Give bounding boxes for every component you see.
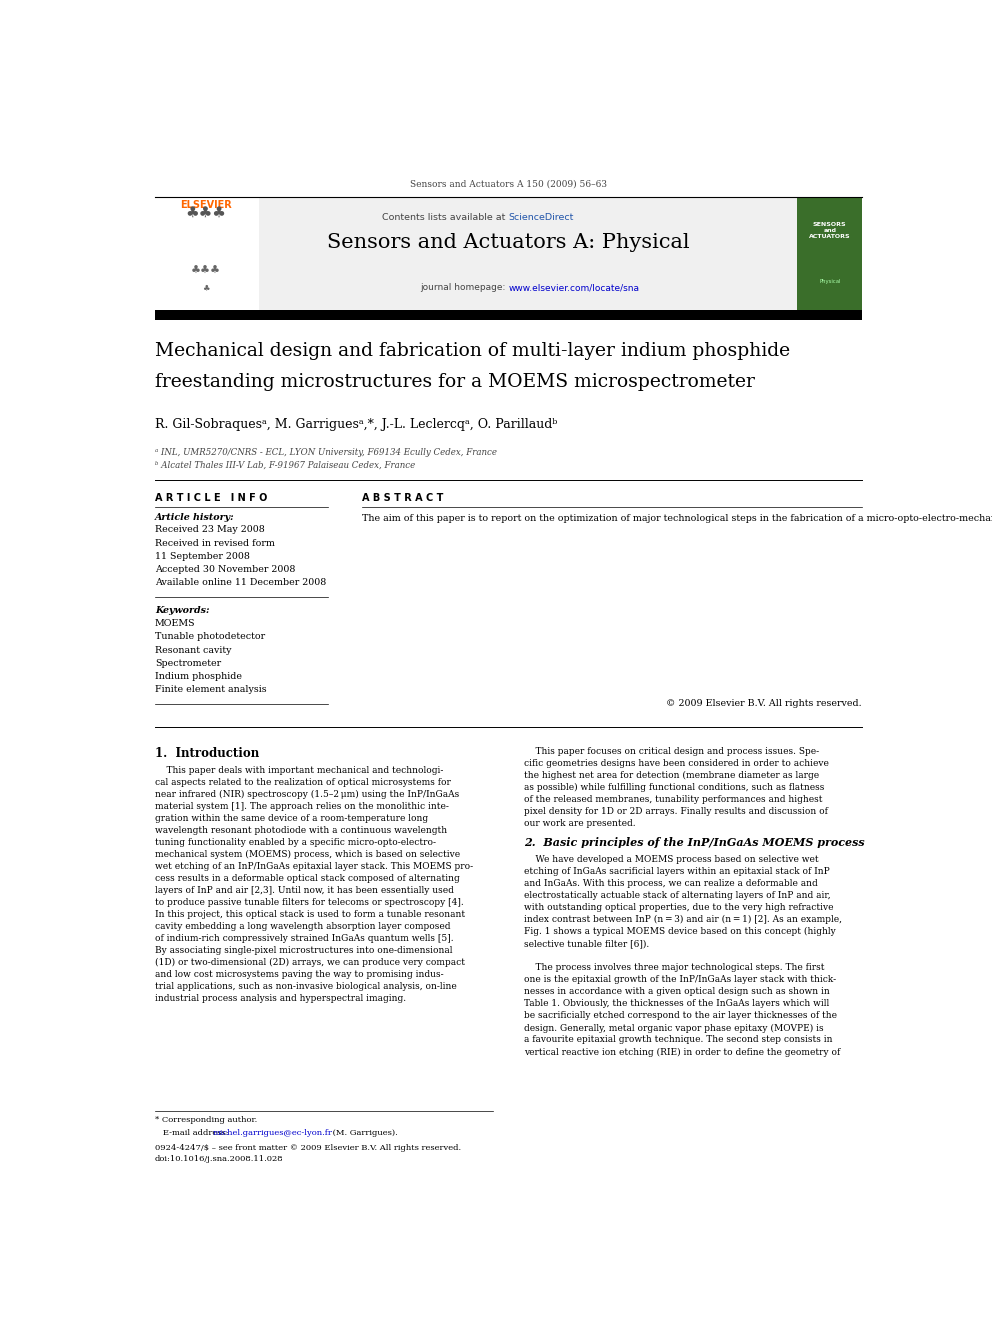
Text: Article history:: Article history: [155, 513, 234, 523]
Text: doi:10.1016/j.sna.2008.11.028: doi:10.1016/j.sna.2008.11.028 [155, 1155, 284, 1163]
Text: michel.garrigues@ec-lyon.fr: michel.garrigues@ec-lyon.fr [212, 1129, 332, 1136]
Text: Sensors and Actuators A 150 (2009) 56–63: Sensors and Actuators A 150 (2009) 56–63 [410, 179, 607, 188]
Text: cal aspects related to the realization of optical microsystems for: cal aspects related to the realization o… [155, 778, 450, 787]
Text: cess results in a deformable optical stack composed of alternating: cess results in a deformable optical sta… [155, 875, 459, 882]
Text: etching of InGaAs sacrificial layers within an epitaxial stack of InP: etching of InGaAs sacrificial layers wit… [524, 867, 829, 876]
Text: mechanical system (MOEMS) process, which is based on selective: mechanical system (MOEMS) process, which… [155, 851, 460, 859]
Text: journal homepage:: journal homepage: [421, 283, 509, 292]
Text: wet etching of an InP/InGaAs epitaxial layer stack. This MOEMS pro-: wet etching of an InP/InGaAs epitaxial l… [155, 863, 473, 871]
Text: a favourite epitaxial growth technique. The second step consists in: a favourite epitaxial growth technique. … [524, 1036, 832, 1044]
Text: www.elsevier.com/locate/sna: www.elsevier.com/locate/sna [509, 283, 640, 292]
Text: and InGaAs. With this process, we can realize a deformable and: and InGaAs. With this process, we can re… [524, 880, 817, 888]
Text: A B S T R A C T: A B S T R A C T [362, 493, 443, 503]
Text: Resonant cavity: Resonant cavity [155, 646, 231, 655]
Text: 11 September 2008: 11 September 2008 [155, 552, 250, 561]
Text: Finite element analysis: Finite element analysis [155, 685, 267, 695]
Text: Keywords:: Keywords: [155, 606, 209, 615]
Bar [797, 198, 862, 310]
Text: Contents lists available at: Contents lists available at [382, 213, 509, 222]
Text: freestanding microstructures for a MOEMS microspectrometer: freestanding microstructures for a MOEMS… [155, 373, 755, 390]
Text: Table 1. Obviously, the thicknesses of the InGaAs layers which will: Table 1. Obviously, the thicknesses of t… [524, 999, 829, 1008]
Text: trial applications, such as non-invasive biological analysis, on-line: trial applications, such as non-invasive… [155, 982, 456, 991]
Text: SENSORS
and
ACTUATORS: SENSORS and ACTUATORS [808, 222, 850, 238]
Text: design. Generally, metal organic vapor phase epitaxy (MOVPE) is: design. Generally, metal organic vapor p… [524, 1024, 823, 1032]
Text: index contrast between InP (n = 3) and air (n = 1) [2]. As an example,: index contrast between InP (n = 3) and a… [524, 916, 842, 925]
Text: ᵇ Alcatel Thales III-V Lab, F-91967 Palaiseau Cedex, France: ᵇ Alcatel Thales III-V Lab, F-91967 Pala… [155, 460, 415, 470]
Text: In this project, this optical stack is used to form a tunable resonant: In this project, this optical stack is u… [155, 910, 465, 919]
Text: Available online 11 December 2008: Available online 11 December 2008 [155, 578, 326, 587]
Text: of indium-rich compressively strained InGaAs quantum wells [5].: of indium-rich compressively strained In… [155, 934, 453, 943]
Text: ScienceDirect: ScienceDirect [509, 213, 573, 222]
Text: * Corresponding author.: * Corresponding author. [155, 1117, 257, 1125]
Text: 2.  Basic principles of the InP/InGaAs MOEMS process: 2. Basic principles of the InP/InGaAs MO… [524, 837, 864, 848]
Text: Sensors and Actuators A: Physical: Sensors and Actuators A: Physical [327, 233, 689, 253]
Text: pixel density for 1D or 2D arrays. Finally results and discussion of: pixel density for 1D or 2D arrays. Final… [524, 807, 827, 816]
Text: ♣♣♣: ♣♣♣ [191, 266, 221, 275]
Bar [155, 198, 815, 310]
Text: industrial process analysis and hyperspectral imaging.: industrial process analysis and hyperspe… [155, 995, 406, 1003]
Text: layers of InP and air [2,3]. Until now, it has been essentially used: layers of InP and air [2,3]. Until now, … [155, 886, 453, 896]
Text: We have developed a MOEMS process based on selective wet: We have developed a MOEMS process based … [524, 855, 818, 864]
Text: 1.  Introduction: 1. Introduction [155, 746, 259, 759]
Text: nesses in accordance with a given optical design such as shown in: nesses in accordance with a given optica… [524, 987, 829, 996]
Text: Indium phosphide: Indium phosphide [155, 672, 242, 681]
Text: (1D) or two-dimensional (2D) arrays, we can produce very compact: (1D) or two-dimensional (2D) arrays, we … [155, 958, 464, 967]
Text: R. Gil-Sobraquesᵃ, M. Garriguesᵃ,*, J.-L. Leclercqᵃ, O. Parillaudᵇ: R. Gil-Sobraquesᵃ, M. Garriguesᵃ,*, J.-L… [155, 418, 558, 430]
Text: wavelength resonant photodiode with a continuous wavelength: wavelength resonant photodiode with a co… [155, 826, 446, 835]
Text: ELSEVIER: ELSEVIER [181, 200, 232, 209]
Text: with outstanding optical properties, due to the very high refractive: with outstanding optical properties, due… [524, 904, 833, 913]
Text: © 2009 Elsevier B.V. All rights reserved.: © 2009 Elsevier B.V. All rights reserved… [667, 699, 862, 708]
Text: ♣: ♣ [202, 283, 210, 292]
Text: the highest net area for detection (membrane diameter as large: the highest net area for detection (memb… [524, 770, 819, 779]
Text: selective tunable filter [6]).: selective tunable filter [6]). [524, 939, 649, 949]
Text: material system [1]. The approach relies on the monolithic inte-: material system [1]. The approach relies… [155, 802, 448, 811]
Text: gration within the same device of a room-temperature long: gration within the same device of a room… [155, 814, 428, 823]
Text: Accepted 30 November 2008: Accepted 30 November 2008 [155, 565, 296, 574]
Text: (M. Garrigues).: (M. Garrigues). [330, 1129, 398, 1136]
Text: to produce passive tunable filters for telecoms or spectroscopy [4].: to produce passive tunable filters for t… [155, 898, 463, 908]
Text: The process involves three major technological steps. The first: The process involves three major technol… [524, 963, 824, 972]
Text: be sacrificially etched correspond to the air layer thicknesses of the: be sacrificially etched correspond to th… [524, 1011, 837, 1020]
Text: our work are presented.: our work are presented. [524, 819, 636, 828]
Text: cific geometries designs have been considered in order to achieve: cific geometries designs have been consi… [524, 758, 828, 767]
Text: Received 23 May 2008: Received 23 May 2008 [155, 525, 265, 534]
Text: and low cost microsystems paving the way to promising indus-: and low cost microsystems paving the way… [155, 970, 443, 979]
Text: vertical reactive ion etching (RIE) in order to define the geometry of: vertical reactive ion etching (RIE) in o… [524, 1048, 840, 1057]
Text: cavity embedding a long wavelength absorption layer composed: cavity embedding a long wavelength absor… [155, 922, 450, 931]
Text: ᵃ INL, UMR5270/CNRS - ECL, LYON University, F69134 Ecully Cedex, France: ᵃ INL, UMR5270/CNRS - ECL, LYON Universi… [155, 448, 497, 456]
Text: By associating single-pixel microstructures into one-dimensional: By associating single-pixel microstructu… [155, 946, 452, 955]
Text: 0924-4247/$ – see front matter © 2009 Elsevier B.V. All rights reserved.: 0924-4247/$ – see front matter © 2009 El… [155, 1144, 461, 1152]
Text: of the released membranes, tunability performances and highest: of the released membranes, tunability pe… [524, 795, 822, 803]
Text: one is the epitaxial growth of the InP/InGaAs layer stack with thick-: one is the epitaxial growth of the InP/I… [524, 975, 836, 984]
Text: This paper focuses on critical design and process issues. Spe-: This paper focuses on critical design an… [524, 746, 819, 755]
Text: Physical: Physical [819, 279, 840, 284]
Text: Fig. 1 shows a typical MOEMS device based on this concept (highly: Fig. 1 shows a typical MOEMS device base… [524, 927, 835, 937]
Text: ♣♣♣: ♣♣♣ [186, 205, 227, 220]
Text: Tunable photodetector: Tunable photodetector [155, 632, 265, 642]
Text: Spectrometer: Spectrometer [155, 659, 221, 668]
Bar [155, 310, 862, 320]
Text: Received in revised form: Received in revised form [155, 538, 275, 548]
Text: as possible) while fulfilling functional conditions, such as flatness: as possible) while fulfilling functional… [524, 783, 824, 791]
Text: MOEMS: MOEMS [155, 619, 195, 628]
Text: Mechanical design and fabrication of multi-layer indium phosphide: Mechanical design and fabrication of mul… [155, 343, 790, 360]
Text: A R T I C L E   I N F O: A R T I C L E I N F O [155, 493, 267, 503]
Text: electrostatically actuable stack of alternating layers of InP and air,: electrostatically actuable stack of alte… [524, 892, 830, 900]
Bar [155, 198, 259, 310]
Text: E-mail address:: E-mail address: [155, 1129, 231, 1136]
Text: This paper deals with important mechanical and technologi-: This paper deals with important mechanic… [155, 766, 443, 775]
Text: tuning functionality enabled by a specific micro-opto-electro-: tuning functionality enabled by a specif… [155, 837, 435, 847]
Text: near infrared (NIR) spectroscopy (1.5–2 μm) using the InP/InGaAs: near infrared (NIR) spectroscopy (1.5–2 … [155, 790, 459, 799]
Text: The aim of this paper is to report on the optimization of major technological st: The aim of this paper is to report on th… [362, 513, 992, 523]
